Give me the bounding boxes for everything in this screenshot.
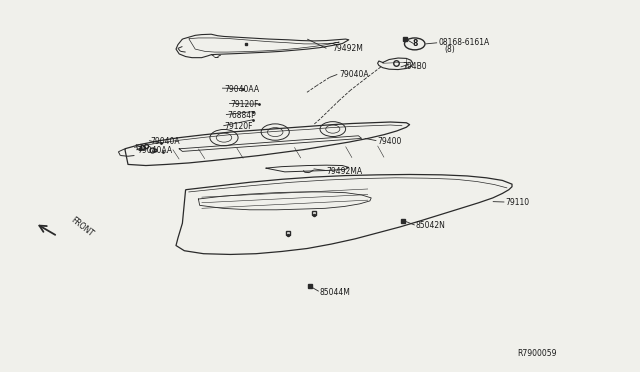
Text: 79120F: 79120F xyxy=(224,122,253,131)
Text: 79040A: 79040A xyxy=(339,70,369,79)
Text: 79120F: 79120F xyxy=(230,100,259,109)
Text: 79400: 79400 xyxy=(378,137,402,146)
Text: 79040AA: 79040AA xyxy=(224,85,259,94)
Text: 79492MA: 79492MA xyxy=(326,167,362,176)
Text: 794B0: 794B0 xyxy=(402,62,426,71)
Text: 08168-6161A: 08168-6161A xyxy=(438,38,490,47)
Text: 79040A: 79040A xyxy=(150,137,180,146)
Text: (8): (8) xyxy=(445,45,456,54)
Text: 79492M: 79492M xyxy=(333,44,364,53)
Text: 85042N: 85042N xyxy=(416,221,446,230)
Text: 76884P: 76884P xyxy=(227,111,256,120)
Text: 8: 8 xyxy=(412,39,417,48)
Text: 79110: 79110 xyxy=(506,198,530,207)
Text: R7900059: R7900059 xyxy=(517,349,557,358)
Text: FRONT: FRONT xyxy=(69,216,95,239)
Text: 85044M: 85044M xyxy=(320,288,351,296)
Text: 79040AA: 79040AA xyxy=(138,146,173,155)
